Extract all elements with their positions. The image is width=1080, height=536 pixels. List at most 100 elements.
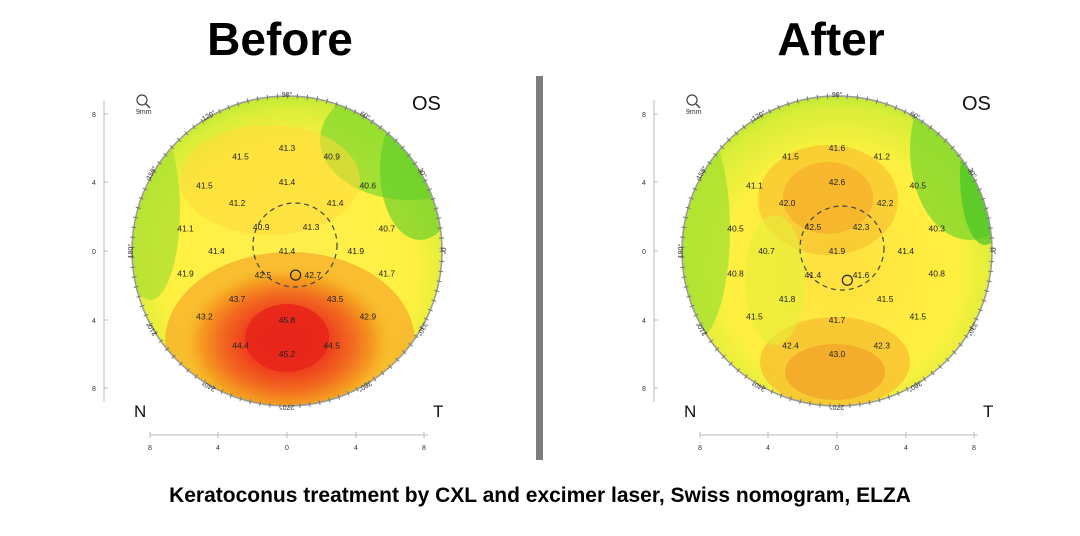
- angle-label: 180°: [677, 244, 685, 259]
- angle-label: 90°: [282, 91, 293, 99]
- curvature-value: 45.8: [279, 315, 296, 325]
- y-tick-label: 4: [92, 180, 96, 187]
- x-tick-label: 0: [835, 445, 839, 452]
- curvature-value: 41.9: [177, 268, 194, 278]
- y-tick-label: 4: [642, 318, 646, 325]
- curvature-value: 41.5: [782, 151, 799, 161]
- curvature-value: 41.4: [805, 270, 822, 280]
- temporal-label: T: [983, 402, 993, 421]
- x-tick-label: 4: [354, 445, 358, 452]
- curvature-value: 44.5: [323, 341, 340, 351]
- curvature-value: 41.7: [829, 315, 846, 325]
- angle-label: 270°: [280, 403, 295, 411]
- x-tick-label: 8: [148, 445, 152, 452]
- curvature-value: 41.4: [208, 246, 225, 256]
- curvature-value: 41.7: [378, 268, 395, 278]
- curvature-value: 42.5: [255, 270, 272, 280]
- curvature-value: 40.6: [360, 181, 377, 191]
- curvature-value: 42.0: [779, 198, 796, 208]
- x-tick-label: 0: [285, 445, 289, 452]
- curvature-value: 43.7: [229, 294, 246, 304]
- curvature-value: 41.5: [910, 311, 927, 321]
- curvature-value: 40.7: [758, 246, 775, 256]
- curvature-value: 43.2: [196, 311, 213, 321]
- angle-label: 0°: [989, 248, 997, 255]
- zoom-label: 9mm: [136, 109, 152, 116]
- curvature-value: 41.4: [898, 246, 915, 256]
- curvature-value: 40.5: [727, 224, 744, 234]
- temporal-label: T: [433, 402, 443, 421]
- x-tick-label: 4: [216, 445, 220, 452]
- y-tick-label: 0: [642, 249, 646, 256]
- curvature-color-map: [682, 96, 992, 406]
- nasal-label: N: [684, 402, 696, 421]
- curvature-value: 40.8: [928, 268, 945, 278]
- y-tick-label: 8: [642, 386, 646, 393]
- curvature-value: 41.5: [196, 181, 213, 191]
- curvature-value: 40.9: [253, 222, 270, 232]
- eye-label: OS: [412, 93, 441, 115]
- pupil-outline: [799, 205, 885, 291]
- curvature-value: 40.3: [928, 224, 945, 234]
- x-tick-label: 8: [698, 445, 702, 452]
- curvature-value: 41.2: [229, 198, 246, 208]
- eye-label: OS: [962, 93, 991, 115]
- y-tick-label: 8: [92, 112, 96, 119]
- y-axis: 8 4 0 4 8: [92, 100, 108, 402]
- curvature-value: 41.5: [232, 151, 249, 161]
- x-axis: 8 4 0 4 8: [698, 432, 978, 452]
- curvature-value: 41.2: [873, 151, 890, 161]
- curvature-value: 41.3: [279, 143, 296, 153]
- angle-label: 0°: [439, 248, 447, 255]
- curvature-value: 41.6: [829, 143, 846, 153]
- y-tick-label: 4: [92, 318, 96, 325]
- before-title: Before: [207, 13, 353, 65]
- curvature-value: 41.1: [746, 181, 763, 191]
- curvature-value: 44.4: [232, 341, 249, 351]
- angle-label: 90°: [832, 91, 843, 99]
- x-axis: 8 4 0 4 8: [148, 432, 428, 452]
- curvature-value: 42.9: [360, 311, 377, 321]
- curvature-value: 43.5: [327, 294, 344, 304]
- x-tick-label: 4: [766, 445, 770, 452]
- y-tick-label: 8: [642, 112, 646, 119]
- panel-divider: [536, 76, 543, 460]
- angle-label: 180°: [127, 244, 135, 259]
- y-tick-label: 8: [92, 386, 96, 393]
- pupil-center-marker: [841, 274, 853, 286]
- y-axis: 8 4 0 4 8: [642, 100, 658, 402]
- curvature-value: 41.4: [327, 198, 344, 208]
- curvature-value: 42.2: [877, 198, 894, 208]
- curvature-value: 42.4: [782, 341, 799, 351]
- x-tick-label: 4: [904, 445, 908, 452]
- curvature-value: 42.3: [873, 341, 890, 351]
- zoom-label: 9mm: [686, 109, 702, 116]
- curvature-value: 41.8: [779, 294, 796, 304]
- curvature-value: 42.5: [805, 222, 822, 232]
- x-tick-label: 8: [422, 445, 426, 452]
- curvature-value: 41.9: [829, 246, 846, 256]
- curvature-value: 41.1: [177, 224, 194, 234]
- curvature-value: 45.2: [279, 349, 296, 359]
- angle-label: 270°: [830, 403, 845, 411]
- curvature-value: 42.7: [305, 270, 322, 280]
- curvature-value: 41.4: [279, 246, 296, 256]
- figure-caption: Keratoconus treatment by CXL and excimer…: [169, 484, 911, 507]
- curvature-value: 42.3: [853, 222, 870, 232]
- nasal-label: N: [134, 402, 146, 421]
- magnifier-icon[interactable]: [136, 94, 151, 109]
- curvature-value: 41.3: [303, 222, 320, 232]
- curvature-color-map: [132, 96, 442, 406]
- curvature-value: 40.8: [727, 268, 744, 278]
- after-title: After: [777, 13, 885, 65]
- curvature-value: 40.5: [910, 181, 927, 191]
- magnifier-icon[interactable]: [686, 94, 701, 109]
- pupil-center-marker: [290, 269, 302, 281]
- curvature-value: 41.4: [279, 177, 296, 187]
- pupil-outline: [252, 202, 338, 288]
- curvature-value: 41.6: [853, 270, 870, 280]
- curvature-value: 42.6: [829, 177, 846, 187]
- curvature-value: 40.7: [378, 224, 395, 234]
